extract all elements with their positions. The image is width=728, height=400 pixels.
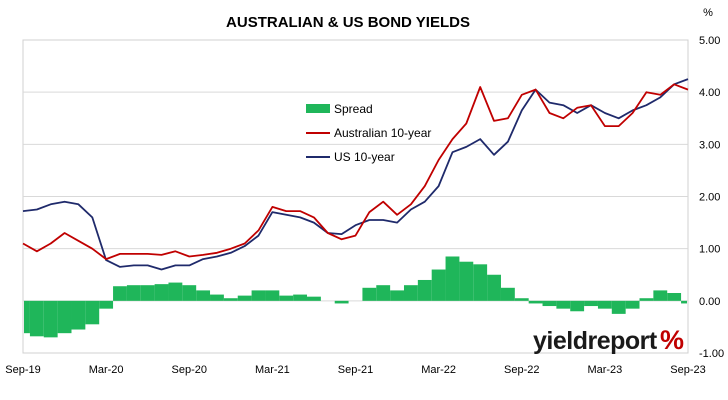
x-tick-label: Sep-20 — [172, 364, 207, 376]
spread-bar — [570, 300, 585, 312]
logo-text: yieldreport — [533, 327, 658, 355]
spread-bar — [99, 300, 114, 309]
spread-bar — [71, 300, 86, 330]
spread-bar — [584, 300, 598, 307]
spread-bar — [473, 264, 488, 301]
spread-bar — [307, 296, 321, 301]
spread-bar — [182, 285, 197, 301]
y-tick-label: 0.00 — [699, 296, 720, 308]
spread-bar — [556, 300, 571, 309]
unit-label: % — [703, 7, 713, 19]
x-tick-label: Mar-20 — [89, 364, 124, 376]
x-tick-label: Sep-19 — [5, 364, 40, 376]
legend-item-australian-10-year: Australian 10-year — [306, 126, 431, 140]
spread-bar — [140, 285, 155, 301]
australian-10-year-line — [22, 83, 689, 261]
percent-logo-icon: % — [660, 325, 684, 355]
spread-bar — [154, 284, 169, 301]
y-tick-label: 5.00 — [699, 35, 720, 47]
spread-bar — [542, 300, 557, 307]
legend-label-us: US 10-year — [334, 150, 395, 164]
y-tick-label: 3.00 — [699, 139, 720, 151]
spread-bar — [376, 285, 391, 301]
x-tick-label: Sep-22 — [504, 364, 539, 376]
spread-bar — [126, 285, 141, 301]
x-tick-label: Sep-23 — [670, 364, 705, 376]
spread-bars — [24, 256, 687, 338]
spread-bar — [500, 287, 515, 301]
spread-bar — [210, 294, 224, 301]
y-tick-label: 4.00 — [699, 87, 720, 99]
spread-bar — [667, 293, 682, 301]
spread-bar — [334, 300, 349, 304]
legend-item-spread: Spread — [306, 102, 373, 116]
spread-bar — [611, 300, 626, 314]
yieldreport-logo: yieldreport % — [533, 325, 684, 355]
spread-bar — [237, 295, 252, 301]
us-10-year-line — [22, 78, 689, 271]
x-tick-label: Mar-21 — [255, 364, 290, 376]
spread-bar — [223, 298, 238, 301]
spread-bar — [487, 274, 501, 301]
x-tick-label: Mar-23 — [587, 364, 622, 376]
x-tick-label: Mar-22 — [421, 364, 456, 376]
spread-bar — [639, 298, 654, 301]
y-tick-label: 1.00 — [699, 244, 720, 256]
spread-bar — [293, 294, 308, 301]
chart-title: AUSTRALIAN & US BOND YIELDS — [226, 14, 470, 31]
legend-label-spread: Spread — [334, 102, 373, 116]
yield-lines — [22, 78, 689, 271]
spread-bar — [29, 300, 44, 337]
spread-bar — [528, 300, 543, 304]
legend-label-australian: Australian 10-year — [334, 126, 431, 140]
legend-item-us-10-year: US 10-year — [306, 150, 395, 164]
spread-bar — [265, 290, 280, 301]
spread-bar — [390, 290, 404, 301]
spread-bar — [24, 300, 30, 334]
spread-bar — [279, 295, 294, 301]
legend: Spread Australian 10-year US 10-year — [306, 102, 431, 164]
spread-bar — [597, 300, 612, 309]
spread-bar — [43, 300, 58, 338]
spread-bar — [625, 300, 640, 309]
spread-bar — [459, 261, 474, 301]
spread-bar — [417, 279, 432, 301]
y-tick-label: -1.00 — [699, 348, 724, 360]
spread-bar — [85, 300, 100, 325]
spread-bar — [57, 300, 72, 334]
spread-bar — [514, 298, 529, 301]
spread-bar — [113, 286, 127, 301]
spread-bar — [403, 285, 418, 301]
legend-swatch-spread — [306, 104, 330, 113]
spread-bar — [681, 300, 687, 304]
spread-bar — [653, 290, 668, 301]
spread-bar — [431, 269, 446, 301]
spread-bar — [251, 290, 266, 301]
x-tick-label: Sep-21 — [338, 364, 373, 376]
spread-bar — [362, 287, 377, 301]
y-tick-label: 2.00 — [699, 192, 720, 204]
y-axis-ticks: 5.00 4.00 3.00 2.00 1.00 0.00 -1.00 — [699, 35, 724, 360]
spread-bar — [168, 282, 183, 301]
spread-bar — [445, 256, 460, 301]
x-axis-ticks: Sep-19 Mar-20 Sep-20 Mar-21 Sep-21 Mar-22 Sep-… — [5, 364, 705, 376]
spread-bar — [196, 290, 211, 301]
